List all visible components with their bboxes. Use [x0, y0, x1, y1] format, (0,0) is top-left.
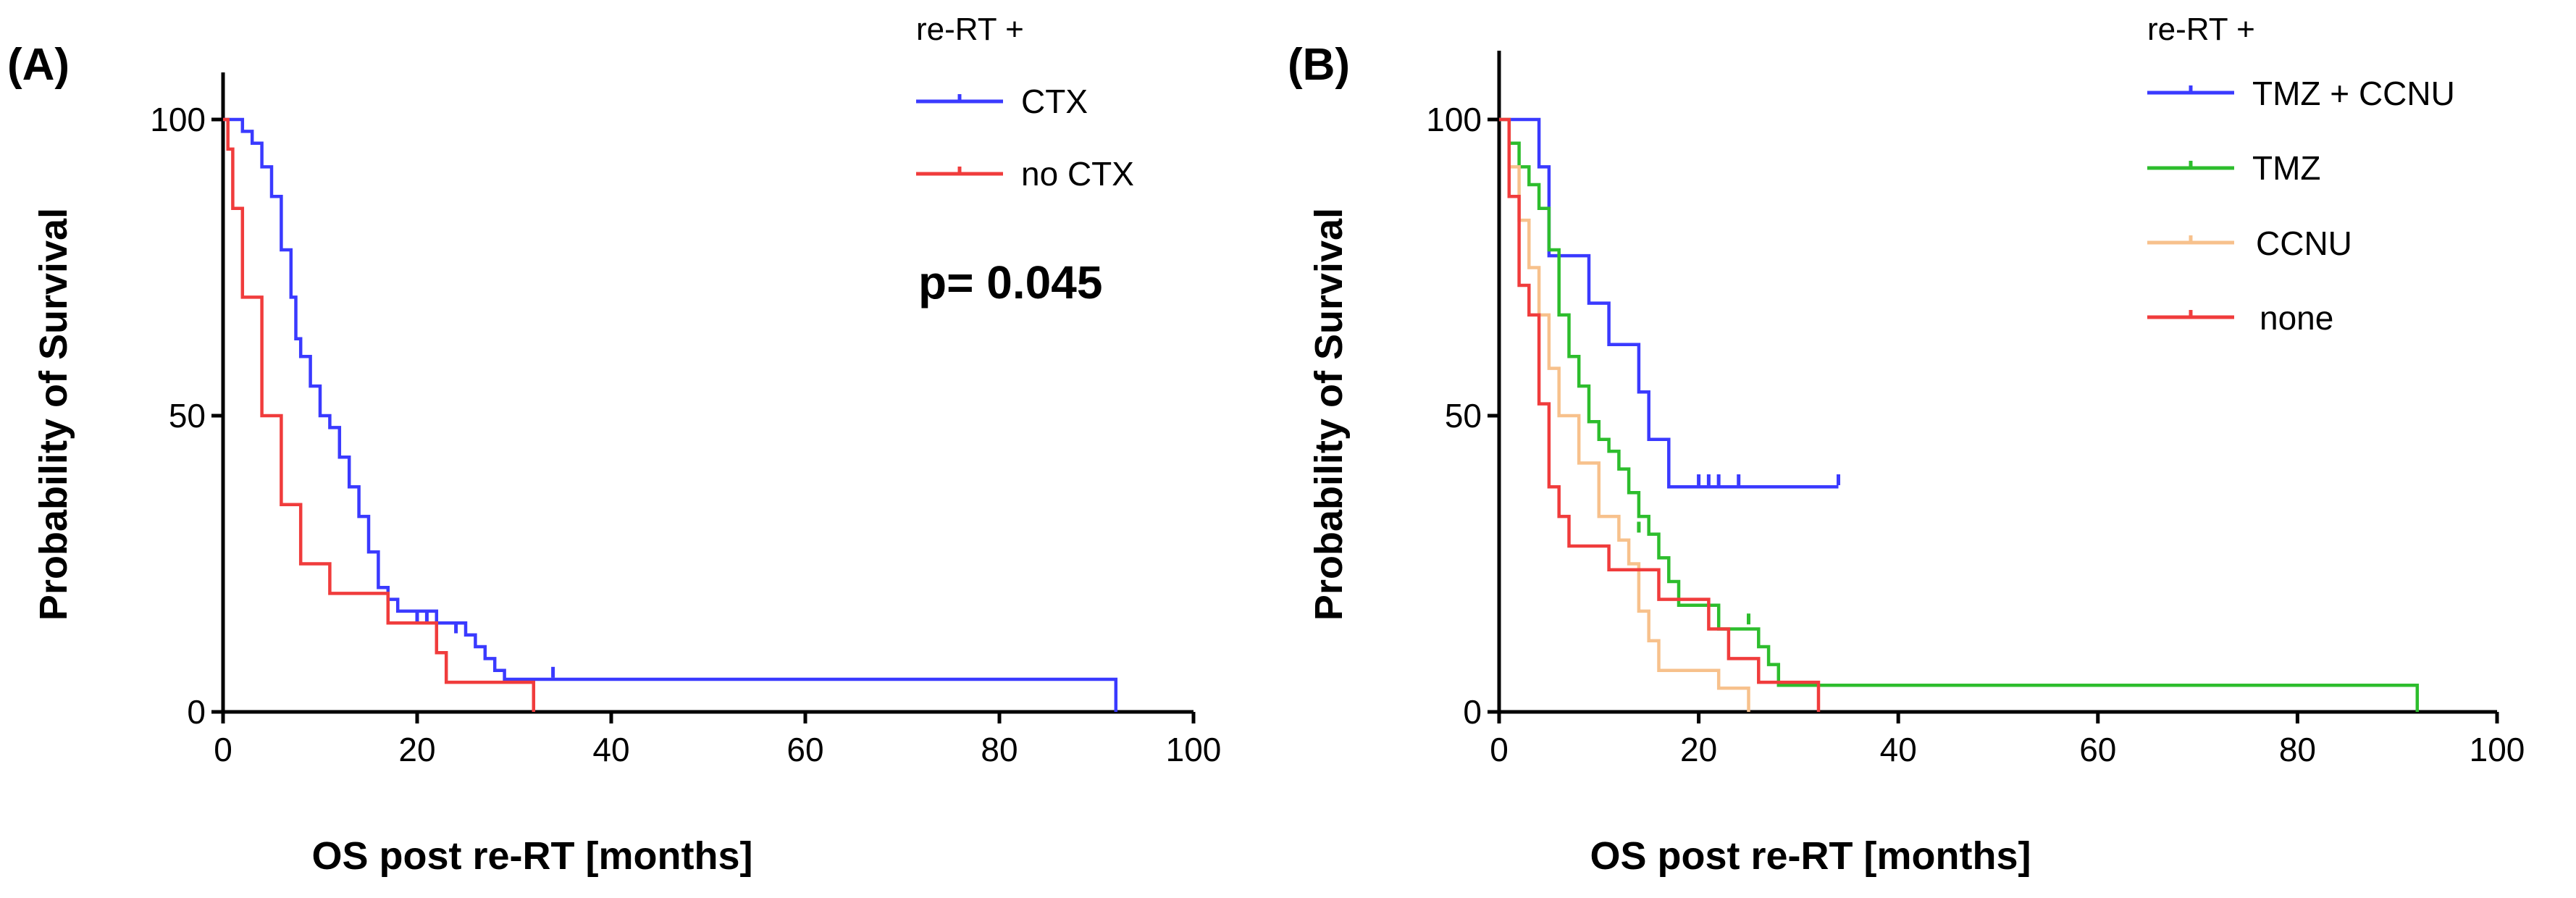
x-tick-label: 100 [2470, 731, 2525, 768]
legend-label-tmz-ccnu: TMZ + CCNU [2252, 75, 2455, 112]
legend-title: re-RT + [916, 12, 1024, 47]
y-tick-label: 50 [1445, 397, 1482, 435]
tick-group: 0 20 40 60 80 100 0 50 100 [150, 101, 1221, 768]
x-axis-title: OS post re-RT [months] [312, 834, 753, 878]
series-line-tmz-ccnu [1499, 117, 1839, 489]
y-tick-label: 50 [169, 397, 206, 435]
x-tick-label: 0 [214, 731, 232, 768]
x-tick-label: 60 [786, 731, 823, 768]
y-axis-title: Probability of Survival [1307, 208, 1351, 621]
series-line-ccnu [1499, 117, 1750, 712]
x-tick-label: 60 [2079, 731, 2116, 768]
legend-label-tmz: TMZ [2252, 149, 2321, 187]
x-tick-label: 80 [2279, 731, 2316, 768]
legend-label-no-ctx: no CTX [1021, 155, 1134, 193]
x-tick-label: 80 [981, 731, 1018, 768]
x-tick-label: 100 [1166, 731, 1222, 768]
legend-label-ccnu: CCNU [2256, 224, 2352, 262]
series-line-no-ctx [223, 117, 536, 712]
x-tick-label: 0 [1490, 731, 1509, 768]
y-tick-label: 100 [1426, 101, 1482, 138]
tick-group: 0 20 40 60 80 100 0 50 100 [1426, 101, 2525, 768]
legend-label-ctx: CTX [1021, 83, 1088, 120]
y-tick-label: 100 [150, 101, 206, 138]
x-tick-label: 20 [1680, 731, 1717, 768]
series-line-ctx [223, 117, 1118, 712]
series-line-tmz [1499, 117, 2420, 712]
series-line-none [1499, 117, 1821, 712]
y-axis-title: Probability of Survival [32, 208, 75, 621]
legend-title: re-RT + [2147, 12, 2255, 47]
panel-label: (B) [1288, 40, 1350, 90]
x-tick-label: 40 [592, 731, 629, 768]
y-tick-label: 0 [1463, 693, 1482, 731]
legend-label-none: none [2260, 299, 2333, 337]
series-group [1499, 117, 2420, 712]
panel-b: (B) Probability of Survival OS post re-R… [1288, 12, 2525, 878]
x-axis-title: OS post re-RT [months] [1590, 834, 2031, 878]
legend: re-RT + TMZ + CCNU TMZ CCNU none [2147, 12, 2455, 337]
x-tick-label: 20 [398, 731, 435, 768]
x-tick-label: 40 [1880, 731, 1917, 768]
series-group [223, 117, 1118, 712]
panel-label: (A) [7, 40, 70, 90]
panel-a: (A) Probability of Survival OS post re-R… [7, 12, 1221, 878]
p-value-annotation: p= 0.045 [918, 256, 1102, 309]
y-tick-label: 0 [187, 693, 206, 731]
legend: re-RT + CTX no CTX [916, 12, 1134, 193]
